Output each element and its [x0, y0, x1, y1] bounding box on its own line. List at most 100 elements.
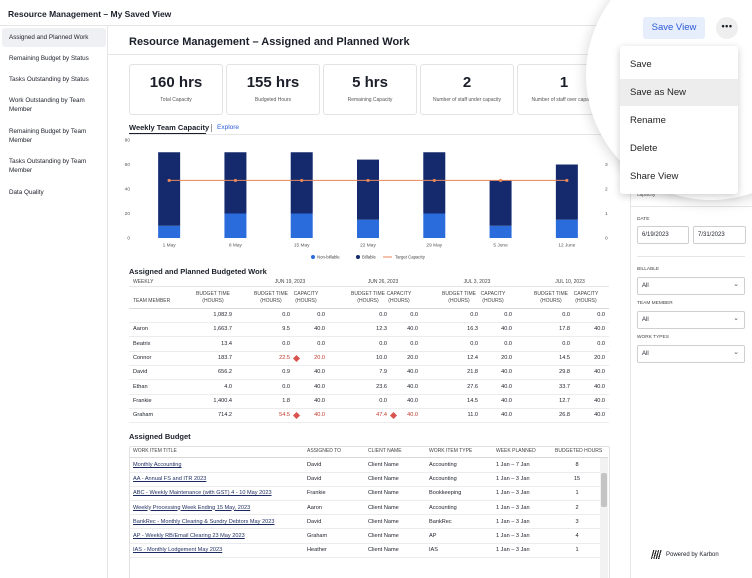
- work-item-link[interactable]: AA - Annual FS and ITR 2023: [133, 476, 207, 483]
- work-item-link[interactable]: ABC - Weekly Maintenance (with GST) 4 - …: [133, 490, 272, 497]
- bar: [357, 159, 379, 220]
- header-title[interactable]: Resource Management – My Saved View: [8, 9, 172, 19]
- bar: [423, 213, 446, 238]
- sidebar-item[interactable]: Data Quality: [9, 189, 44, 196]
- menu-item[interactable]: Share View: [620, 163, 738, 190]
- sidebar-item[interactable]: Tasks Outstanding by Status: [9, 76, 89, 83]
- capacity-cell: 0.0: [317, 312, 325, 318]
- filter-label: WORK TYPES: [637, 335, 669, 340]
- budgeted-hours: 3: [575, 518, 579, 525]
- capacity-cell: 20.0: [594, 354, 605, 361]
- table-title: Assigned Budget: [129, 432, 191, 441]
- y2-tick-label: 3: [605, 162, 608, 168]
- budget-cell: 0.0: [379, 397, 387, 404]
- capacity-cell: 20.0: [501, 354, 512, 361]
- row-line: [129, 393, 609, 395]
- tab-underline: [129, 133, 206, 134]
- cell: Accounting: [429, 504, 457, 511]
- capacity-cell: 40.0: [407, 412, 418, 419]
- legend-marker: [356, 255, 360, 259]
- panel-border: [630, 26, 631, 578]
- capacity-cell: 40.0: [407, 383, 418, 390]
- capacity-cell: 40.0: [501, 369, 512, 376]
- budget-cell: 14.5: [559, 354, 570, 361]
- cell: Client Name: [368, 504, 399, 511]
- budget-cell: 0.0: [379, 312, 387, 318]
- work-item-link[interactable]: AP - Weekly RB/Email Clearing 23 May 202…: [133, 533, 245, 539]
- budget-cell: 21.8: [467, 369, 478, 376]
- sidebar-item[interactable]: Tasks Outstanding by Team Member: [9, 158, 87, 175]
- menu-item[interactable]: Save: [620, 51, 738, 78]
- page-title: Resource Management – Assigned and Plann…: [129, 36, 410, 48]
- menu-item[interactable]: Save as New: [620, 79, 738, 106]
- select-caret: ⌄: [733, 315, 739, 322]
- target-marker: [366, 178, 370, 183]
- work-item-link[interactable]: IAS - Monthly Lodgement May 2023: [133, 547, 223, 554]
- menu-item[interactable]: Delete: [620, 135, 738, 162]
- x-tick-label: 22 May: [360, 242, 376, 248]
- scrollbar-track: [600, 458, 608, 578]
- select[interactable]: All ⌄: [637, 311, 745, 329]
- column-header: CLIENT NAME: [368, 448, 402, 454]
- table-title: Assigned and Planned Budgeted Work: [129, 267, 267, 276]
- select-value: All: [642, 317, 649, 323]
- budget-cell: 16.3: [467, 326, 478, 333]
- sidebar-item[interactable]: Remaining Budget by Team Member: [9, 128, 87, 145]
- budgeted-hours: 15: [573, 476, 581, 483]
- row-line: [130, 542, 600, 544]
- select[interactable]: All ⌄: [637, 277, 745, 295]
- cell: Client Name: [368, 547, 399, 554]
- filter-label: BILLABLE: [637, 267, 660, 272]
- explore-link[interactable]: Explore: [217, 124, 240, 131]
- menu-item-text: Delete: [630, 143, 658, 154]
- sidebar-item[interactable]: Remaining Budget by Status: [9, 55, 89, 62]
- column-header: TEAM MEMBER: [133, 298, 171, 304]
- bar: [489, 225, 512, 238]
- column-header: CAPACITY (HOURS): [293, 291, 319, 304]
- cell: Heather: [307, 547, 327, 554]
- column-header: BUDGET TIME (HOURS): [254, 291, 288, 304]
- budget-cell: 33.7: [559, 383, 570, 390]
- capacity-cell: 40.0: [314, 326, 325, 333]
- total-budget: 1,663.7: [213, 326, 232, 333]
- select[interactable]: All ⌄: [637, 345, 745, 363]
- chart-title: Weekly Team Capacity: [129, 123, 210, 132]
- week-label: JUL 10, 2023: [555, 279, 585, 285]
- kpi-value: 155 hrs: [246, 74, 300, 91]
- work-item-link[interactable]: Weekly Processing Week Ending 15 May, 20…: [133, 504, 251, 511]
- save-view-button[interactable]: Save View: [643, 17, 705, 39]
- more-button[interactable]: •••: [716, 17, 738, 39]
- kpi-value: 2: [462, 74, 472, 91]
- member-name: Aaron: [133, 326, 148, 333]
- sidebar-item[interactable]: Work Outstanding by Team Member: [9, 97, 85, 114]
- save-view-text: Save View: [651, 22, 697, 33]
- work-item-link[interactable]: Monthly Accounting: [133, 462, 182, 468]
- budget-cell: 29.8: [559, 369, 570, 376]
- budget-cell: 9.5: [282, 326, 290, 333]
- bar: [555, 164, 578, 220]
- sidebar-item[interactable]: Assigned and Planned Work: [2, 28, 106, 48]
- panel-line: [637, 256, 745, 257]
- cell: Frankie: [307, 490, 326, 497]
- budget-cell: 0.0: [282, 312, 290, 318]
- capacity-cell: 40.0: [594, 326, 605, 333]
- date-input[interactable]: 7/31/2023: [693, 226, 746, 244]
- budget-cell: 7.9: [379, 369, 387, 376]
- budget-cell: 12.3: [376, 326, 387, 333]
- title-divider: [108, 54, 630, 55]
- budget-cell: 12.4: [467, 354, 478, 361]
- date-input[interactable]: 6/19/2023: [637, 226, 689, 244]
- work-item-link[interactable]: BankRec - Monthly Clearing & Sundry Debt…: [133, 518, 275, 525]
- budget-cell: 26.8: [559, 412, 570, 419]
- cell: Accounting: [429, 476, 457, 483]
- bar: [555, 219, 578, 238]
- select-value: All: [642, 283, 649, 289]
- scrollbar-thumb: [601, 473, 607, 507]
- y-tick-label: 60: [125, 162, 131, 168]
- legend-label: Billable: [362, 255, 376, 260]
- bar: [290, 213, 313, 238]
- menu-item[interactable]: Rename: [620, 107, 738, 134]
- capacity-cell: 40.0: [594, 412, 605, 419]
- header-line: [129, 308, 609, 309]
